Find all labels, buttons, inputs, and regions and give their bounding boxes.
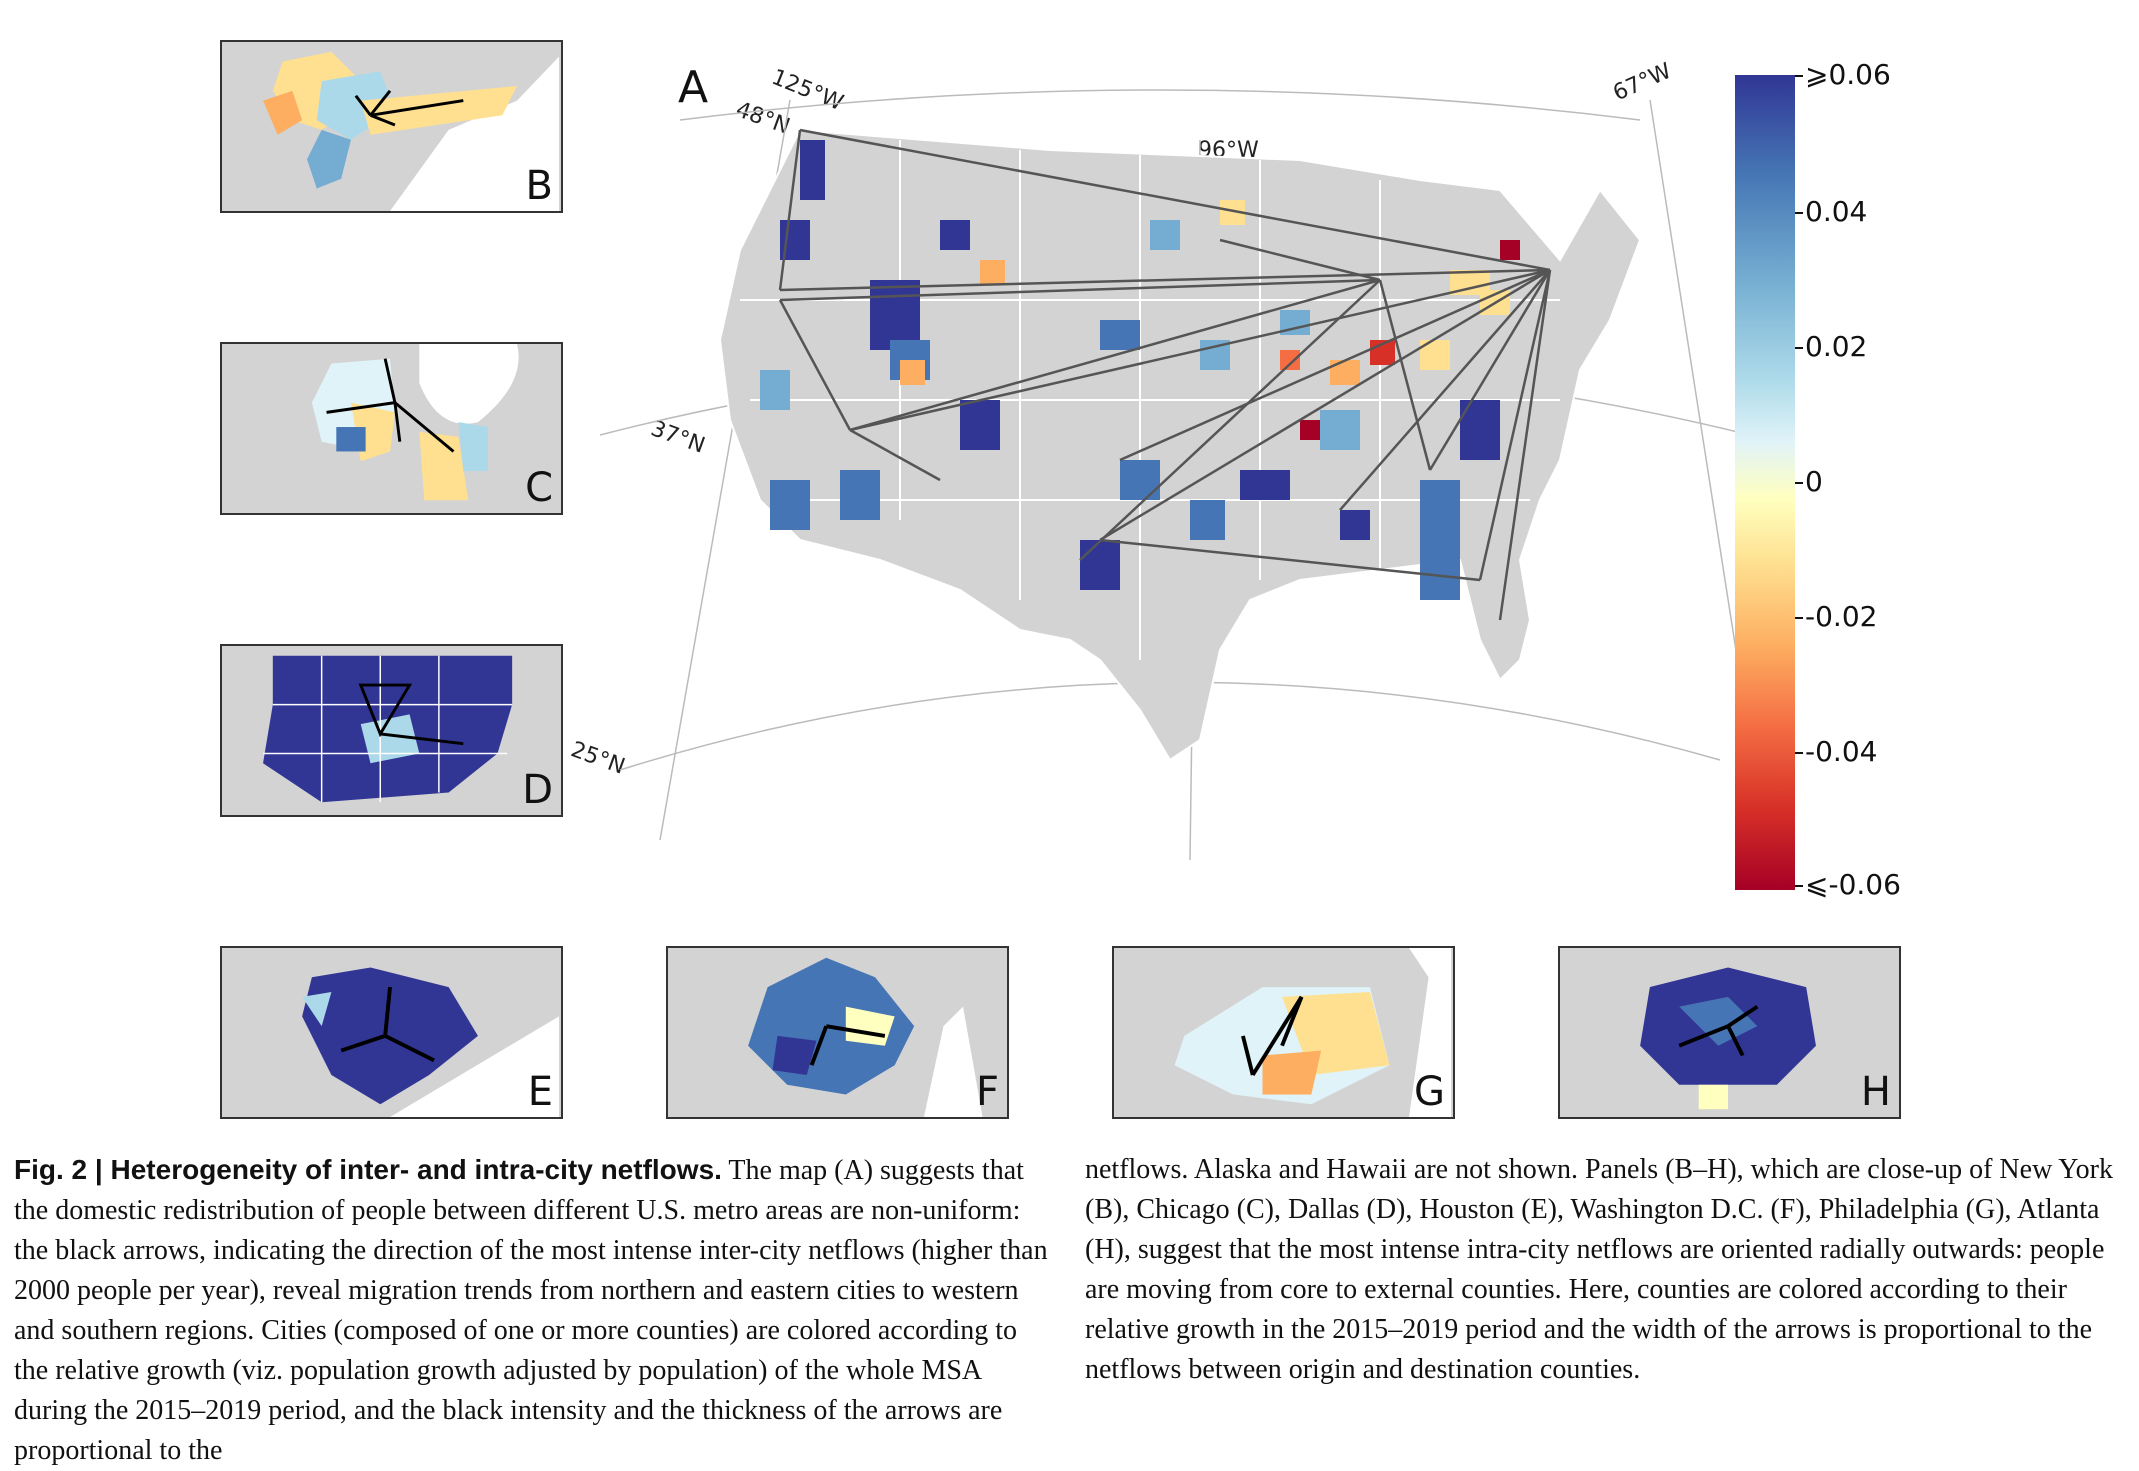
figure-label: Fig. 2 | Heterogeneity of inter- and int… bbox=[14, 1154, 722, 1185]
colorbar-tick-0-04: 0.04 bbox=[1794, 195, 1868, 228]
inset-d-map bbox=[263, 655, 513, 803]
figure-2: B C bbox=[220, 40, 1901, 1119]
colorbar-tick-0-02: 0.02 bbox=[1794, 330, 1868, 363]
colorbar-tick-neg-0-04: -0.04 bbox=[1794, 735, 1878, 768]
caption-right-text: netflows. Alaska and Hawaii are not show… bbox=[1085, 1154, 2114, 1385]
inset-c-map bbox=[311, 344, 519, 501]
inset-houston: E bbox=[220, 946, 563, 1119]
inset-g-map bbox=[1174, 948, 1452, 1117]
colorbar-tick-max: ⩾0.06 bbox=[1795, 58, 1891, 91]
us-map-svg bbox=[599, 89, 1751, 861]
inset-label-e: E bbox=[527, 1069, 553, 1115]
colorbar-tick-neg-0-02: -0.02 bbox=[1794, 600, 1878, 633]
inset-f-map bbox=[748, 957, 983, 1117]
colorbar-tick-0: 0 bbox=[1795, 465, 1823, 498]
panel-a-label: A bbox=[678, 62, 709, 113]
inset-label-c: C bbox=[525, 465, 553, 511]
inset-h-map bbox=[1640, 967, 1816, 1110]
inset-washington: F bbox=[666, 946, 1009, 1119]
main-map bbox=[599, 40, 1751, 870]
colorbar-tick-min: ⩽-0.06 bbox=[1795, 868, 1901, 901]
inset-label-h: H bbox=[1860, 1069, 1891, 1115]
colorbar bbox=[1735, 75, 1795, 890]
caption-right-column: netflows. Alaska and Hawaii are not show… bbox=[1085, 1150, 2115, 1390]
inset-b-map bbox=[263, 42, 560, 211]
inset-dallas: D bbox=[220, 644, 563, 817]
inset-new-york: B bbox=[220, 40, 563, 213]
inset-e-map bbox=[302, 967, 560, 1117]
inset-atlanta: H bbox=[1558, 946, 1901, 1119]
caption-left-column: Fig. 2 | Heterogeneity of inter- and int… bbox=[14, 1150, 1054, 1471]
inset-philadelphia: G bbox=[1112, 946, 1455, 1119]
caption-left-text: The map (A) suggests that the domestic r… bbox=[14, 1155, 1048, 1466]
inset-chicago: C bbox=[220, 342, 563, 515]
inset-label-b: B bbox=[525, 163, 553, 209]
inset-label-d: D bbox=[522, 767, 553, 813]
metro-regions bbox=[760, 140, 1520, 600]
migration-arrows bbox=[778, 128, 1552, 621]
inset-label-g: G bbox=[1414, 1069, 1445, 1115]
inset-label-f: F bbox=[975, 1069, 999, 1115]
